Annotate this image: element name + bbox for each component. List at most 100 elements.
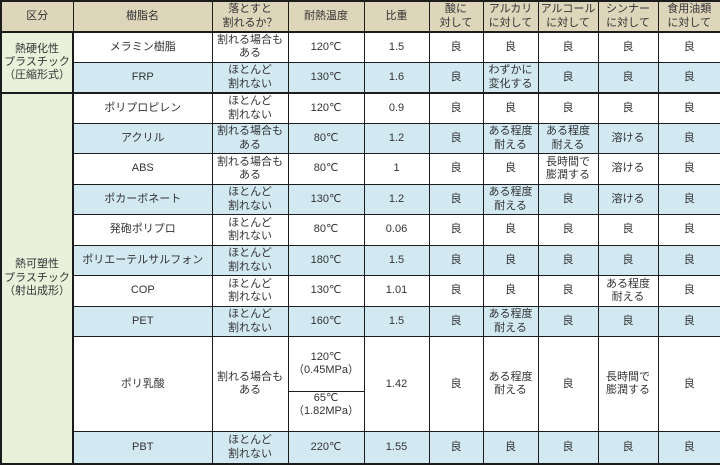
cell-resin: ABS	[72, 153, 213, 186]
cell-resin: ポリエーテルサルフォン	[72, 245, 213, 277]
cell-acid: 良	[428, 306, 484, 338]
cell-thinner: 溶ける	[597, 184, 659, 216]
cell-alkali: 良	[482, 153, 539, 186]
cell-acid: 良	[428, 92, 484, 125]
cell-heat-split: 120℃ （0.45MPa） 65℃ （1.82MPa）	[287, 336, 365, 433]
cell-breaks: ほとんど 割れない	[211, 92, 289, 125]
header-vs-alcohol: アルコール に対して	[537, 0, 599, 33]
cell-acid: 良	[428, 184, 484, 216]
cell-resin: ポリプロピレン	[72, 92, 213, 125]
cell-resin: COP	[72, 275, 213, 308]
cell-acid: 良	[428, 245, 484, 277]
cell-thinner: 溶ける	[597, 153, 659, 186]
header-heat-resistance: 耐熱温度	[287, 0, 365, 33]
cell-gravity: 1.42	[363, 336, 430, 433]
cell-alkali: ある程度 耐える	[482, 306, 539, 338]
cell-acid: 良	[428, 431, 484, 465]
cell-breaks: 割れる場合も ある	[211, 123, 289, 155]
cell-alkali: ある程度 耐える	[482, 123, 539, 155]
cell-alkali: ある程度 耐える	[482, 336, 539, 433]
cell-acid: 良	[428, 336, 484, 433]
cell-heat: 220℃	[287, 431, 365, 465]
cell-gravity: 1.55	[363, 431, 430, 465]
cell-alkali: 良	[482, 92, 539, 125]
cell-alcohol: 良	[537, 61, 599, 94]
cell-gravity: 1	[363, 153, 430, 186]
header-row: 区分 樹脂名 落とすと 割れるか？ 耐熱温度 比重 酸に 対して アルカリ に対…	[0, 0, 720, 33]
cell-alcohol: 良	[537, 275, 599, 308]
heat-upper-value: 120℃ （0.45MPa）	[292, 350, 360, 377]
cell-heat: 120℃	[287, 92, 365, 125]
cell-acid: 良	[428, 153, 484, 186]
cell-resin: ポカーボネート	[72, 184, 213, 216]
cell-breaks: ほとんど 割れない	[211, 245, 289, 277]
cell-breaks: ほとんど 割れない	[211, 61, 289, 94]
cell-thinner: 良	[597, 92, 659, 125]
cell-oil: 良	[657, 275, 720, 308]
cell-acid: 良	[428, 31, 484, 63]
cell-heat: 80℃	[287, 123, 365, 155]
cell-alcohol: 良	[537, 431, 599, 465]
cell-alcohol: 良	[537, 184, 599, 216]
cell-alkali: 良	[482, 214, 539, 247]
cell-heat: 130℃	[287, 275, 365, 308]
cell-thinner: 良	[597, 431, 659, 465]
cell-alcohol: 良	[537, 31, 599, 63]
header-specific-gravity: 比重	[363, 0, 430, 33]
cell-alkali: ある程度 耐える	[482, 184, 539, 216]
cell-resin: メラミン樹脂	[72, 31, 213, 63]
cell-heat: 80℃	[287, 214, 365, 247]
cell-alcohol: 良	[537, 214, 599, 247]
cell-gravity: 1.5	[363, 306, 430, 338]
table-row: 熱可塑性 プラスチック （射出成形） ポリプロピレン ほとんど 割れない 120…	[0, 92, 720, 465]
cell-thinner: 良	[597, 306, 659, 338]
cell-alkali: 良	[482, 275, 539, 308]
cell-oil: 良	[657, 336, 720, 433]
cell-thinner: 溶ける	[597, 123, 659, 155]
cell-heat: 130℃	[287, 61, 365, 94]
cell-breaks: 割れる場合も ある	[211, 153, 289, 186]
cell-gravity: 1.2	[363, 123, 430, 155]
cell-heat: 160℃	[287, 306, 365, 338]
cell-gravity: 1.01	[363, 275, 430, 308]
cell-heat: 80℃	[287, 153, 365, 186]
cell-alcohol: ある程度 耐える	[537, 123, 599, 155]
cell-gravity: 1.2	[363, 184, 430, 216]
cell-breaks: ほとんど 割れない	[211, 306, 289, 338]
table-row: FRP ほとんど 割れない 130℃ 1.6 良 わずかに 変化する 良 良 良	[1, 61, 720, 94]
cell-breaks: 割れる場合も ある	[211, 31, 289, 63]
table-row: ABS 割れる場合も ある 80℃ 1 良 良 長時間で 膨潤する 溶ける 良	[1, 153, 720, 186]
cell-heat: 180℃	[287, 245, 365, 277]
cell-alkali: わずかに 変化する	[482, 61, 539, 94]
cell-oil: 良	[657, 245, 720, 277]
cell-oil: 良	[657, 184, 720, 216]
cell-acid: 良	[428, 123, 484, 155]
cell-alcohol: 長時間で 膨潤する	[537, 153, 599, 186]
table-row: 熱硬化性 プラスチック （圧縮形式） メラミン樹脂 割れる場合も ある 120℃…	[0, 31, 720, 94]
cell-oil: 良	[657, 61, 720, 94]
cell-breaks: ほとんど 割れない	[211, 214, 289, 247]
table-row: PBT ほとんど 割れない 220℃ 1.55 良 良 良 良 良	[1, 431, 720, 465]
cell-breaks: ほとんど 割れない	[211, 431, 289, 465]
table-row: COP ほとんど 割れない 130℃ 1.01 良 良 良 ある程度 耐える 良	[1, 275, 720, 308]
header-resin-name: 樹脂名	[72, 0, 213, 33]
header-vs-cooking-oil: 食用油類 に対して	[657, 0, 720, 33]
cell-resin: FRP	[72, 61, 213, 94]
header-vs-thinner: シンナー に対して	[597, 0, 659, 33]
category-cell-thermoplastic: 熱可塑性 プラスチック （射出成形）	[0, 92, 74, 465]
cell-resin: PBT	[72, 431, 213, 465]
cell-thinner: 良	[597, 31, 659, 63]
cell-resin: アクリル	[72, 123, 213, 155]
cell-heat: 120℃	[287, 31, 365, 63]
header-category: 区分	[0, 0, 74, 33]
cell-alcohol: 良	[537, 245, 599, 277]
cell-resin: 発砲ポリプロ	[72, 214, 213, 247]
cell-resin: PET	[72, 306, 213, 338]
cell-acid: 良	[428, 275, 484, 308]
cell-alkali: 良	[482, 431, 539, 465]
cell-resin: ポリ乳酸	[72, 336, 213, 433]
table-row: ポリエーテルサルフォン ほとんど 割れない 180℃ 1.5 良 良 良 良 良	[1, 245, 720, 277]
heat-lower-value: 65℃ （1.82MPa）	[289, 390, 363, 418]
cell-gravity: 0.06	[363, 214, 430, 247]
cell-breaks: 割れる場合も ある	[211, 336, 289, 433]
